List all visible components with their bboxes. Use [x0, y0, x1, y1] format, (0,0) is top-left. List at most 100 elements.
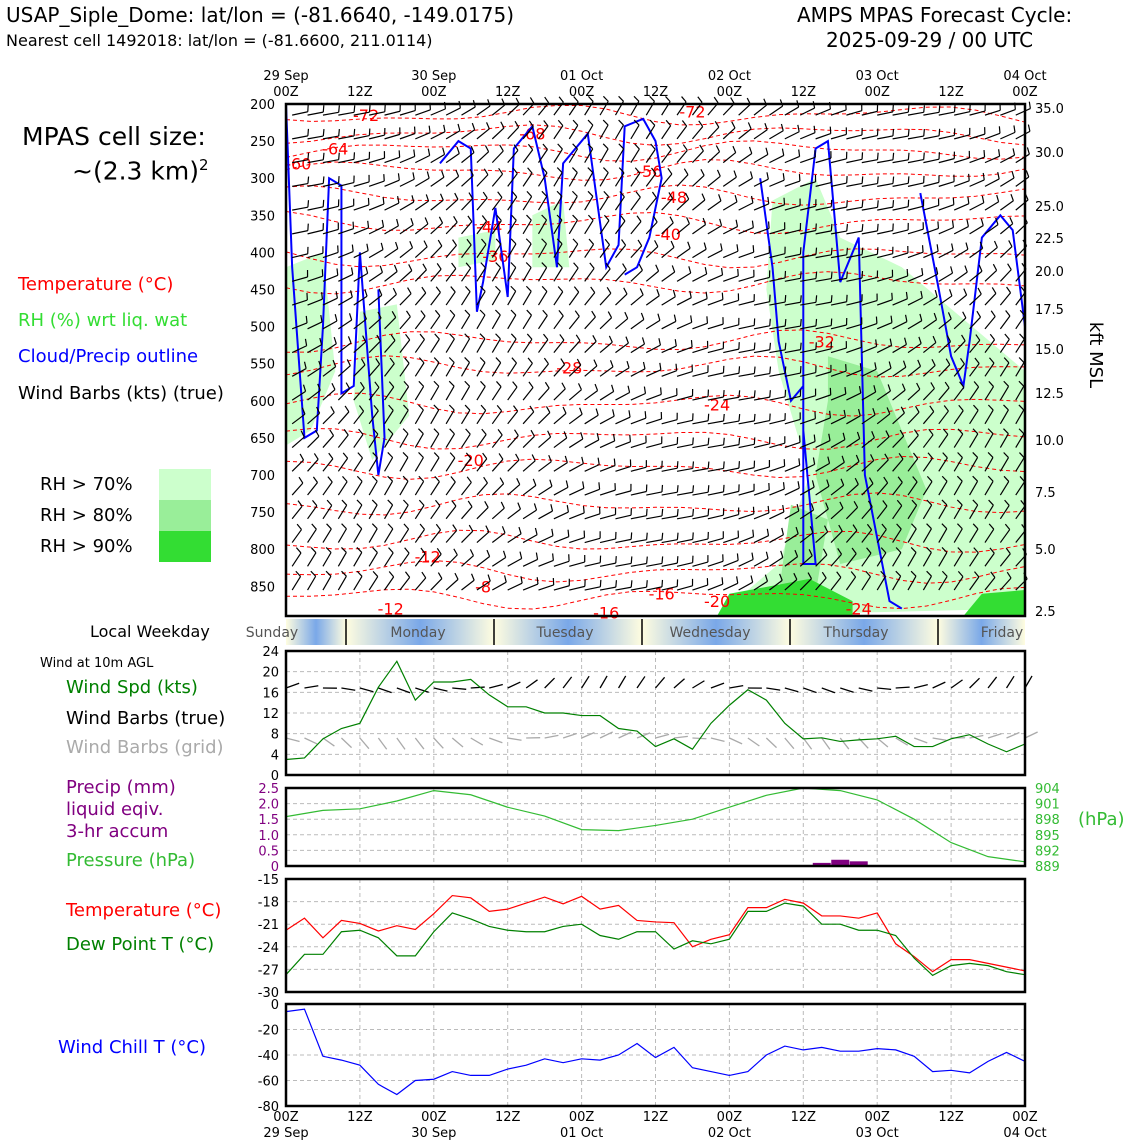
wind-barb-flag: [388, 381, 395, 388]
wind-barb-staff: [507, 533, 522, 544]
wind-barb-flag: [465, 452, 472, 459]
wind-barb-flag: [658, 338, 662, 346]
wind-barb-flag: [528, 381, 534, 388]
wind-barb-flag: [1005, 547, 1011, 555]
wind-barb-grid: [673, 735, 688, 739]
wind-barb-staff: [538, 485, 553, 496]
wind-barb-flag: [527, 357, 533, 364]
wind-barb-staff: [830, 530, 843, 543]
wind-barb-staff: [368, 340, 381, 354]
wind-barb-staff: [569, 512, 585, 520]
wind-barb-flag: [605, 262, 611, 270]
wind-barb-staff: [938, 528, 948, 543]
y-tick-label: 0.5: [258, 844, 279, 859]
wind-barb-staff: [769, 442, 785, 449]
wind-barb-flag: [348, 313, 353, 321]
cross-section-frame: [284, 102, 1027, 618]
wind-barb-staff: [353, 410, 365, 425]
wind-barb-staff: [307, 389, 321, 401]
wind-barb-flag: [331, 382, 336, 390]
wind-barb-flag: [545, 406, 551, 413]
wind-barb-staff: [599, 586, 616, 591]
wind-barb-grid: [340, 737, 353, 749]
wind-barb-staff: [769, 488, 785, 496]
wind-barb-staff: [430, 131, 446, 140]
wind-barb-flag: [875, 339, 878, 347]
wind-barb-flag: [692, 461, 695, 469]
wind-barb-staff: [676, 585, 693, 591]
wind-barb-flag: [830, 247, 833, 255]
y-tick-label: 12: [262, 707, 279, 722]
wind-barb-true: [729, 685, 744, 689]
wind-barb-staff: [661, 271, 676, 282]
wind-barb-staff: [338, 273, 354, 282]
wind-barb-staff: [815, 108, 831, 116]
wind-barb-staff: [938, 318, 952, 330]
wind-barb-flag: [734, 194, 738, 203]
wind-barb-staff: [461, 457, 472, 472]
wind-barb-flag: [839, 501, 844, 509]
wind-barb-flag: [511, 214, 517, 221]
wind-barb-staff: [892, 343, 907, 354]
legend-cloud: Cloud/Precip outline: [18, 346, 199, 367]
wind-barb-staff: [430, 176, 445, 187]
wind-barb-flag: [622, 263, 627, 270]
wind-barb-flag: [486, 549, 491, 557]
wind-barb-staff: [291, 576, 302, 591]
wind-barb-staff: [722, 201, 738, 211]
wind-barb-staff: [630, 562, 647, 567]
top-hour-tick: 12Z: [938, 85, 964, 100]
wind-barb-flag: [861, 200, 864, 208]
wind-barb-staff: [645, 125, 656, 140]
wind-barb-staff: [661, 246, 675, 259]
wind-barb-staff: [430, 245, 443, 259]
wind-barb-flag: [821, 571, 827, 579]
wind-barb-flag: [698, 120, 704, 127]
wind-barb-flag: [364, 289, 368, 297]
wind-barb-flag: [468, 192, 474, 199]
wind-barb-staff: [722, 103, 735, 116]
wind-barb-staff: [907, 388, 921, 401]
wind-barb-staff: [522, 435, 535, 448]
wind-barb-staff: [507, 196, 518, 211]
wind-barb-staff: [307, 206, 324, 211]
wind-barb-staff: [307, 552, 317, 567]
wind-barb-flag: [338, 105, 340, 113]
wind-barb-grid: [1024, 731, 1038, 739]
wind-barb-flag: [465, 428, 471, 435]
wind-barb-true: [969, 677, 980, 689]
wind-barb-flag: [319, 337, 323, 345]
wind-barb-staff: [907, 251, 924, 259]
wind-barb-flag: [769, 390, 771, 398]
wind-barb-staff: [353, 227, 369, 235]
wind-barb-flag: [1019, 452, 1025, 459]
wind-barb-staff: [399, 576, 411, 591]
top-date-tick: 03 Oct: [856, 69, 899, 84]
wind-barb-flag: [334, 314, 338, 322]
wind-barb-flag: [300, 430, 305, 438]
wind-barb-staff: [491, 150, 504, 164]
wind-barb-staff: [830, 182, 847, 187]
wind-barb-flag: [536, 577, 539, 585]
wind-barb-flag: [482, 191, 488, 199]
wind-barb-flag: [541, 238, 547, 245]
wind-barb-staff: [507, 290, 517, 306]
wind-barb-staff: [784, 131, 800, 140]
wind-barb-staff: [769, 396, 786, 401]
wind-barb-flag: [342, 476, 348, 483]
wind-barb-flag: [767, 221, 770, 229]
wind-barb-flag: [388, 404, 394, 411]
wind-barb-staff: [892, 159, 909, 164]
top-hour-tick: 00Z: [569, 85, 595, 100]
wind-barb-staff: [615, 465, 631, 472]
wind-barb-flag: [843, 409, 846, 417]
wind-barb-flag: [572, 214, 578, 221]
wind-barb-flag: [926, 570, 932, 577]
wind-barb-flag: [434, 333, 440, 340]
wind-barb-staff: [1015, 338, 1025, 353]
wind-barb-staff: [476, 434, 487, 448]
wind-barb-flag: [642, 361, 646, 369]
wind-barb-staff: [599, 415, 615, 425]
wind-barb-flag: [661, 532, 664, 540]
wind-barb-staff: [307, 528, 317, 543]
